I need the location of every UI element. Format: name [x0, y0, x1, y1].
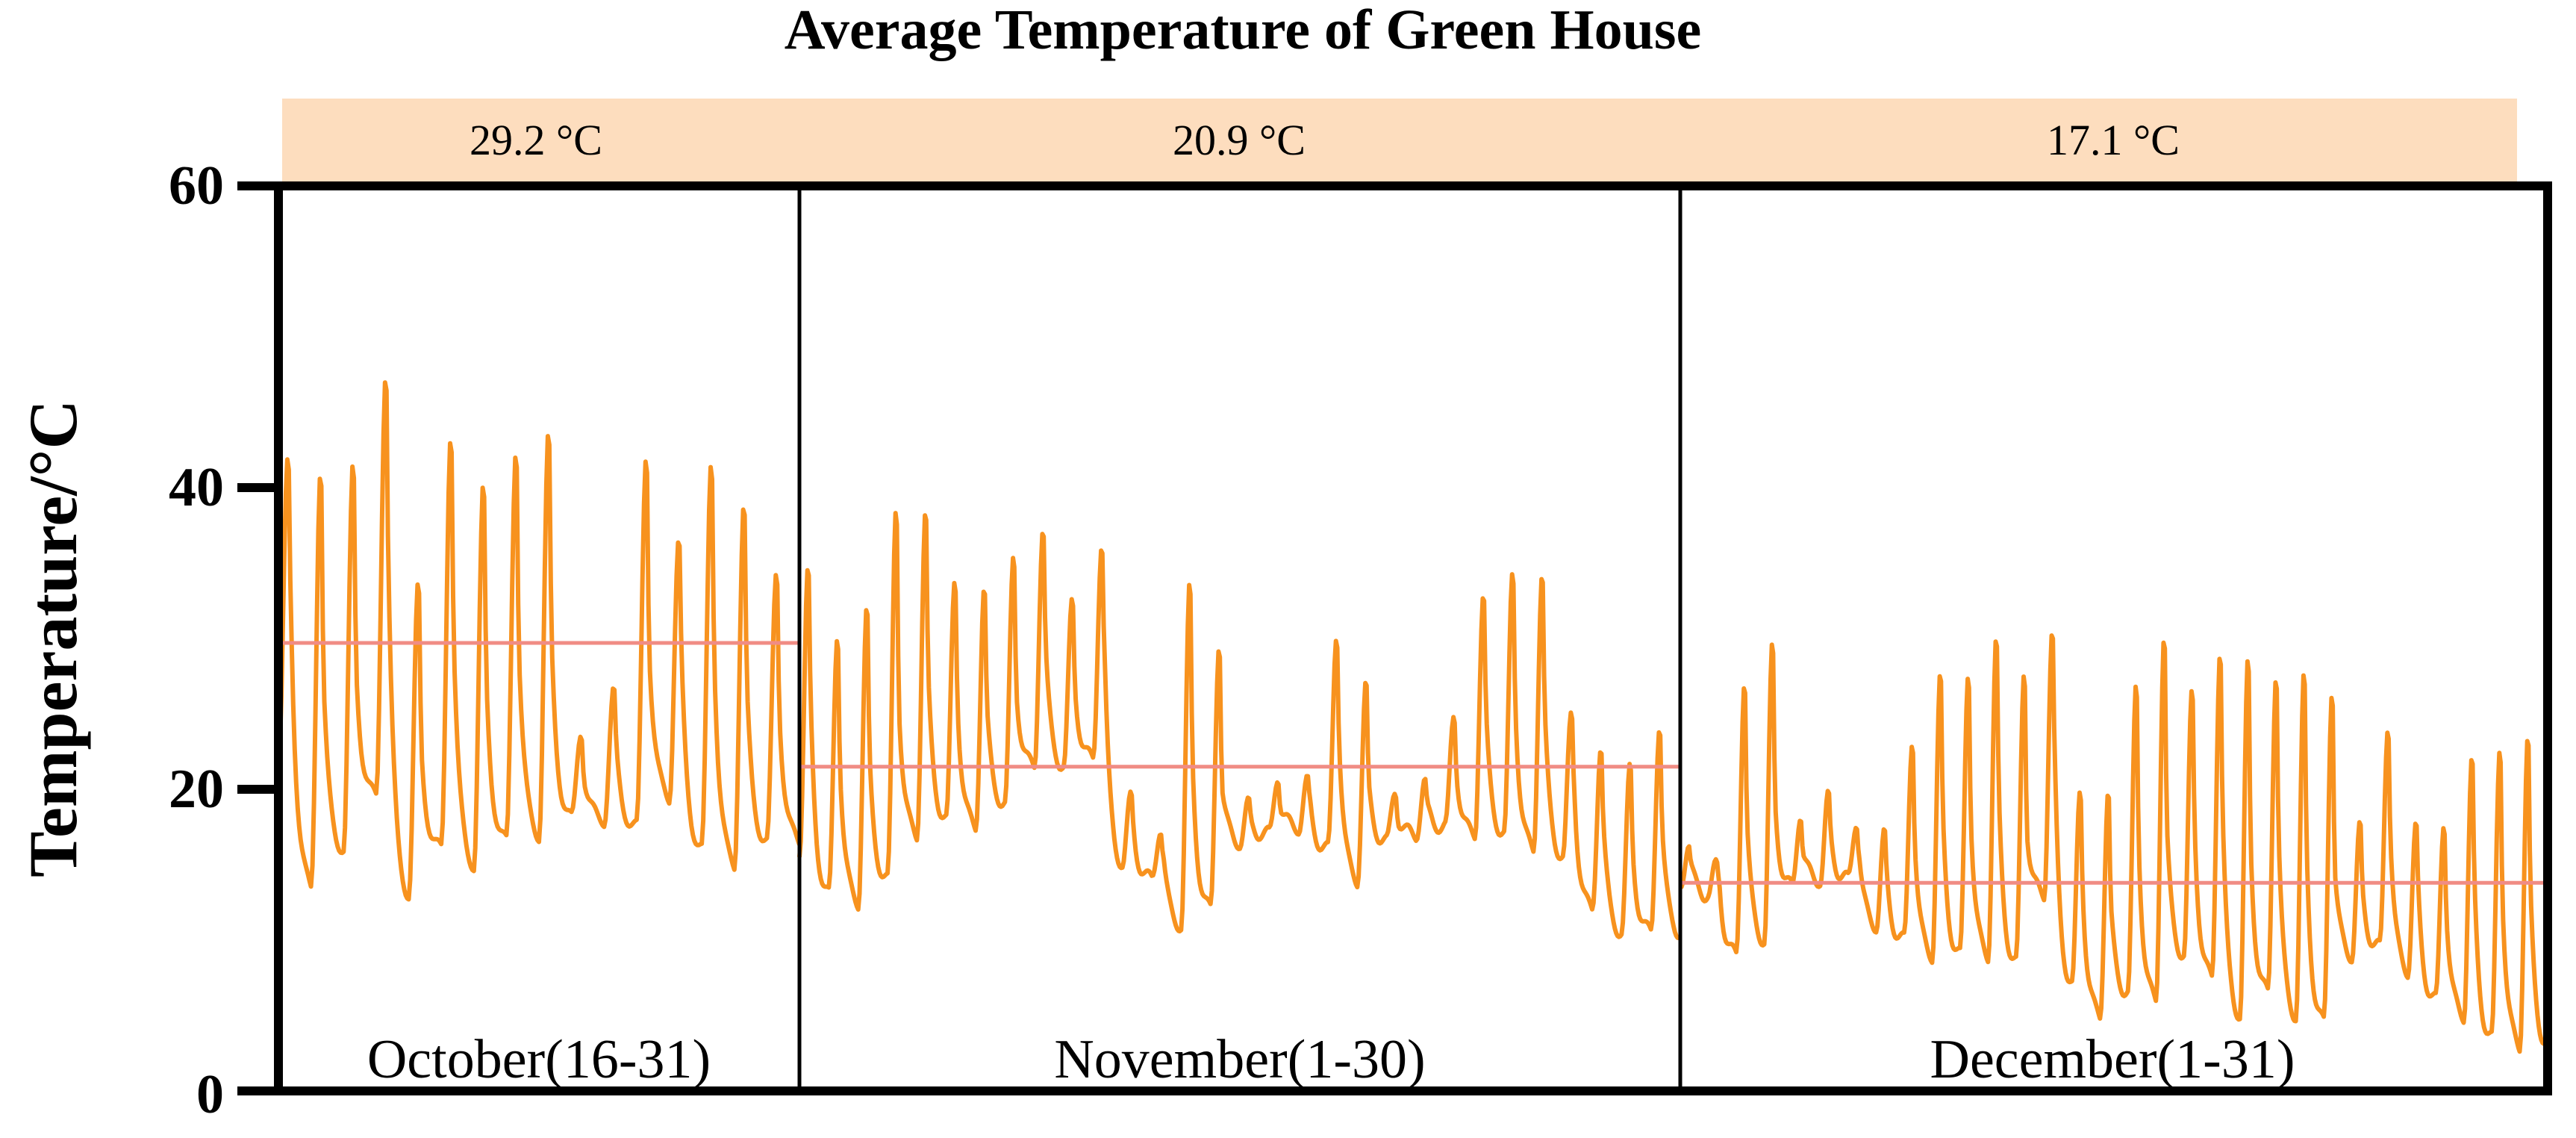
y-tick-label-0: 0 — [196, 1064, 224, 1125]
average-label-october: 29.2 °C — [470, 116, 602, 164]
chart-title: Average Temperature of Green House — [785, 0, 1701, 61]
y-axis-label: Temperature/°C — [15, 399, 91, 877]
y-tick-label-20: 20 — [169, 759, 224, 820]
month-label-december: December(1-31) — [1930, 1029, 2295, 1090]
series-group — [276, 380, 2550, 1054]
average-label-november: 20.9 °C — [1173, 116, 1306, 164]
month-label-october: October(16-31) — [367, 1029, 711, 1090]
average-lines — [278, 641, 2548, 885]
y-tick-label-60: 60 — [169, 155, 224, 217]
y-tick-label-40: 40 — [169, 457, 224, 518]
temperature-series-december — [1679, 633, 2550, 1054]
temperature-series-october — [276, 380, 802, 902]
average-band — [282, 99, 2517, 186]
average-label-december: 17.1 °C — [2047, 116, 2180, 164]
temperature-series-november — [797, 511, 1682, 941]
month-label-november: November(1-30) — [1054, 1029, 1425, 1090]
plot-frame — [274, 181, 2552, 1095]
